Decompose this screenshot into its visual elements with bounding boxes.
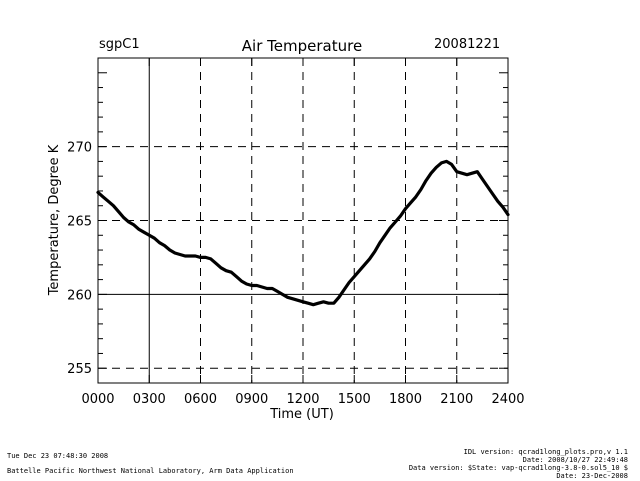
chart-title: Air Temperature: [242, 37, 362, 55]
x-tick-label: 1200: [286, 392, 319, 407]
y-axis-label: Temperature, Degree K: [47, 144, 62, 296]
x-tick-label: 0000: [81, 392, 114, 407]
footer-data-version: Data version: $State: vap-qcrad1long-3.8…: [408, 464, 628, 472]
x-tick-label: 0300: [133, 392, 166, 407]
tick-labels: 0000 0300 0600 0900 1200 1500 1800 2100 2400 255 2…: [67, 141, 524, 407]
footer-timestamp: Tue Dec 23 07:48:30 2008: [7, 452, 109, 460]
axis-ticks: [97, 57, 509, 384]
site-label: sgpC1: [99, 37, 140, 52]
x-tick-label: 1800: [389, 392, 422, 407]
x-tick-label: 2100: [440, 392, 473, 407]
footer-idl-version: IDL version: qcrad1long_plots.pro,v 1.1: [463, 448, 628, 456]
y-tick-label: 255: [67, 362, 92, 377]
footer-idl-date: Date: 2008/10/27 22:49:48: [522, 456, 628, 464]
x-axis-label: Time (UT): [269, 407, 334, 422]
x-tick-label: 0900: [235, 392, 268, 407]
x-tick-label: 0600: [184, 392, 217, 407]
y-tick-label: 260: [67, 288, 92, 303]
x-tick-label: 2400: [491, 392, 524, 407]
grid-lines: [98, 58, 508, 383]
data-series: [96, 159, 510, 307]
y-tick-label: 265: [67, 215, 92, 230]
x-tick-label: 1500: [338, 392, 371, 407]
footer-organization: Battelle Pacific Northwest National Labo…: [7, 467, 294, 475]
date-label: 20081221: [434, 37, 501, 52]
y-tick-label: 270: [67, 141, 92, 156]
temperature-line: [96, 159, 510, 307]
footer-data-date: Date: 23-Dec-2008: [556, 472, 628, 480]
